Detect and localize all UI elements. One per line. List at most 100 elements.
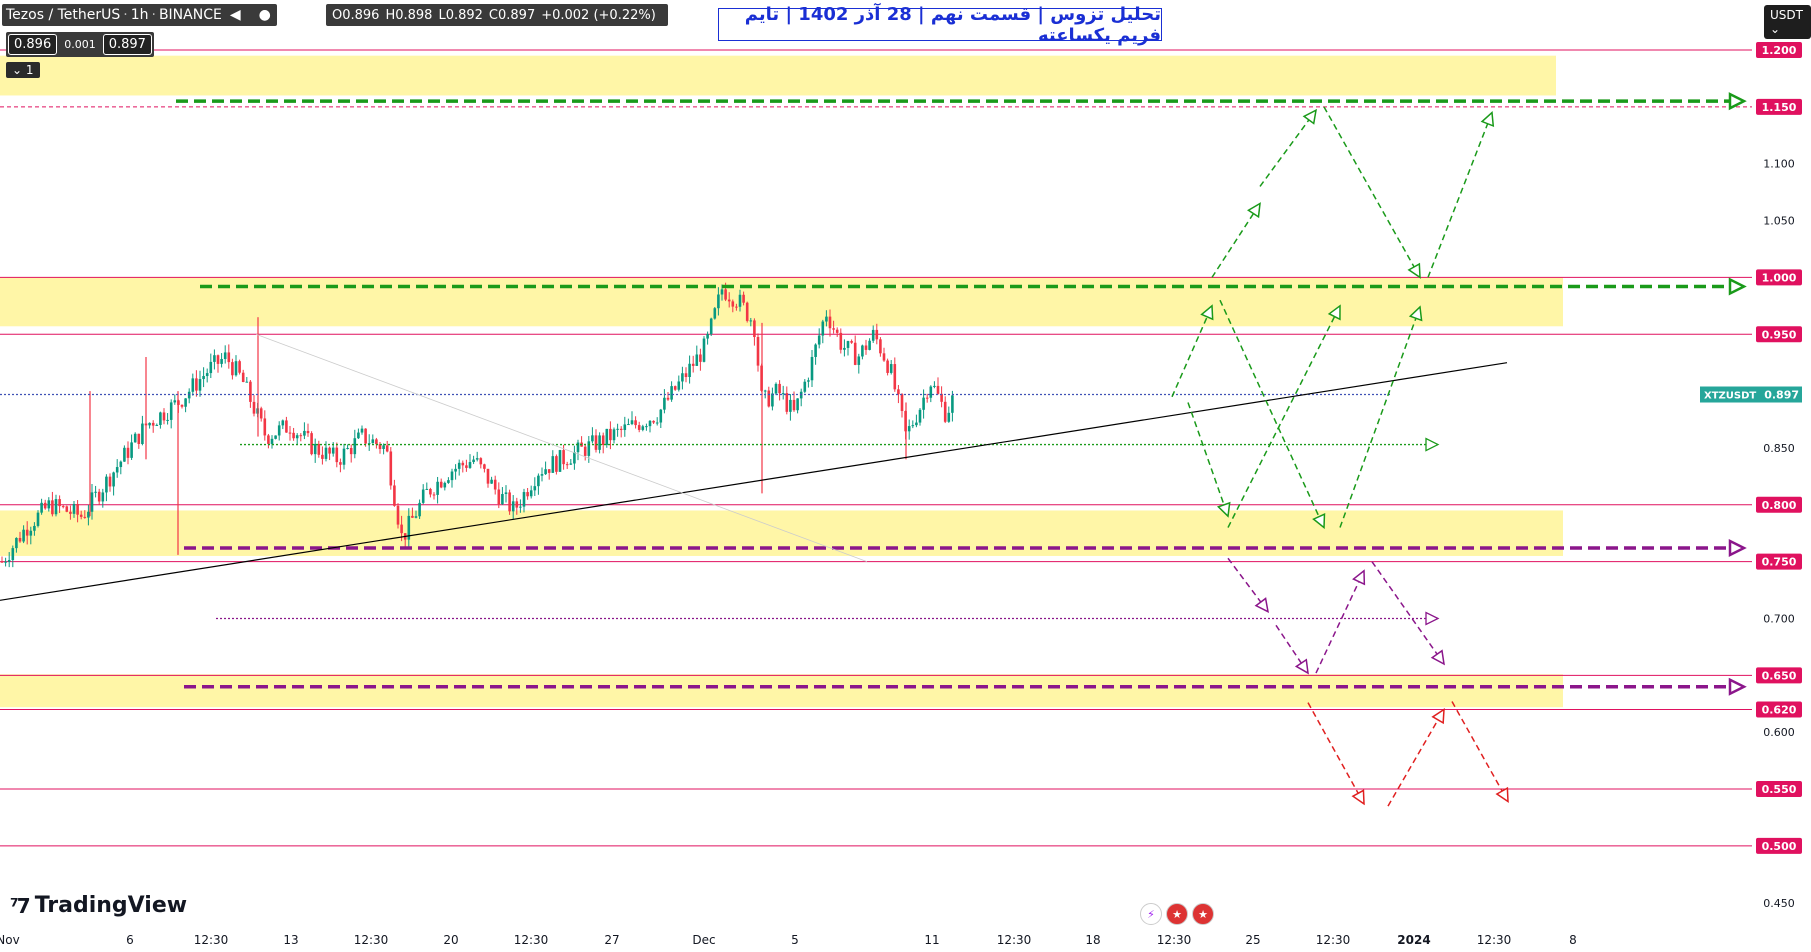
candle-body	[889, 364, 893, 373]
candle-body	[447, 480, 450, 483]
candle-body	[785, 393, 789, 412]
candle-body	[40, 502, 43, 513]
candle-body	[619, 428, 623, 431]
candle-body	[684, 373, 688, 378]
candle-body	[223, 352, 227, 359]
candle-body	[151, 422, 155, 426]
candle-body	[400, 524, 403, 534]
scenario-arrow-head	[1312, 512, 1326, 530]
candle-body	[850, 341, 853, 343]
candle-body	[897, 389, 900, 395]
scenario-arrow-line	[1323, 106, 1421, 278]
candle-body	[159, 412, 162, 425]
candle-body	[396, 505, 400, 525]
candle-body	[418, 502, 421, 517]
scenario-arrow-line	[1171, 305, 1213, 398]
high-value: H0.898	[385, 7, 433, 23]
ask-button[interactable]: 0.897	[102, 34, 152, 55]
us-flag-icon[interactable]: ★	[1166, 903, 1188, 925]
x-tick-label: 18	[1085, 933, 1100, 947]
candle-body	[724, 289, 727, 300]
annotation-title[interactable]: تحلیل تزوس | قسمت نهم | 28 آذر 1402 | تا…	[718, 4, 1162, 46]
candle-body	[475, 458, 479, 460]
logo-text: TradingView	[34, 893, 188, 918]
scenario-arrow-line	[1339, 306, 1421, 528]
candle-body	[169, 402, 173, 420]
candle-body	[353, 438, 357, 455]
candle-body	[947, 412, 951, 422]
collapse-indicators-button[interactable]: ⌄ 1	[6, 62, 40, 78]
candle-body	[87, 511, 90, 518]
candle-body	[493, 479, 497, 490]
candle-body	[310, 433, 313, 455]
candle-body	[587, 441, 591, 456]
level-label-bg	[1756, 553, 1802, 570]
tradingview-mark-icon: ⁷7	[10, 893, 31, 918]
candle-body	[810, 356, 814, 381]
candle-body	[547, 469, 551, 473]
scenario-arrow-head	[1351, 789, 1365, 806]
x-tick-label: 8	[1569, 933, 1577, 947]
level-label: 1.150	[1762, 101, 1797, 114]
ohlc-readout: O0.896 H0.898 L0.892 C0.897 +0.002 (+0.2…	[326, 4, 668, 26]
candle-body	[486, 468, 490, 484]
y-tick-label: 1.050	[1763, 215, 1795, 228]
candle-body	[882, 353, 886, 361]
currency-selector[interactable]: USDT ⌄	[1764, 5, 1811, 39]
candle-body	[573, 452, 576, 464]
candle-body	[18, 537, 22, 542]
candle-body	[65, 506, 69, 512]
x-tick-label: 20	[443, 933, 458, 947]
candle-body	[591, 435, 594, 442]
scenario-arrow-line	[1187, 402, 1229, 517]
candle-body	[69, 511, 72, 514]
candle-body	[871, 329, 875, 341]
candle-body	[245, 381, 249, 383]
candle-body	[756, 337, 760, 366]
candle-body	[792, 399, 796, 411]
candle-body	[868, 340, 871, 350]
candle-body	[864, 345, 868, 350]
scenario-arrow-head	[1431, 708, 1445, 725]
candle-body	[25, 529, 29, 536]
candle-body	[439, 481, 443, 488]
last-price-label-bg	[1700, 386, 1802, 403]
flash-icon[interactable]: ⚡	[1140, 903, 1162, 925]
candle-body	[457, 462, 461, 469]
candle-body	[335, 447, 339, 463]
candle-body	[558, 450, 562, 472]
x-tick-label: 11	[924, 933, 939, 947]
candle-body	[893, 364, 897, 390]
eye-icon[interactable]: ◀	[229, 7, 241, 23]
candle-body	[497, 489, 501, 505]
candle-body	[551, 456, 555, 473]
candle-body	[22, 529, 25, 542]
candle-body	[112, 472, 115, 487]
candle-body	[781, 393, 785, 395]
interval-label[interactable]: 1h	[130, 7, 149, 23]
candle-body	[123, 447, 126, 462]
x-tick-label: 12:30	[997, 933, 1032, 947]
candle-body	[508, 492, 511, 512]
bid-button[interactable]: 0.896	[8, 34, 58, 55]
candle-body	[321, 454, 324, 459]
candle-body	[429, 488, 432, 495]
candle-body	[360, 428, 364, 433]
candle-body	[378, 444, 382, 450]
candle-body	[576, 442, 580, 453]
symbol-header[interactable]: Tezos / TetherUS · 1h · BINANCE ◀ ●	[2, 4, 277, 26]
candle-body	[281, 420, 285, 426]
us-flag-icon[interactable]: ★	[1192, 903, 1214, 925]
candle-body	[537, 475, 540, 487]
candle-body	[659, 409, 663, 423]
candle-body	[652, 420, 655, 423]
candle-body	[468, 462, 472, 468]
symbol-name[interactable]: Tezos / TetherUS	[6, 7, 121, 23]
y-tick-label: 0.450	[1763, 897, 1795, 910]
scenario-arrow-head	[1407, 262, 1421, 279]
dot-icon[interactable]: ●	[258, 7, 271, 23]
candle-body	[900, 394, 904, 412]
tradingview-logo[interactable]: ⁷7 TradingView	[10, 893, 187, 918]
candle-body	[778, 383, 781, 394]
